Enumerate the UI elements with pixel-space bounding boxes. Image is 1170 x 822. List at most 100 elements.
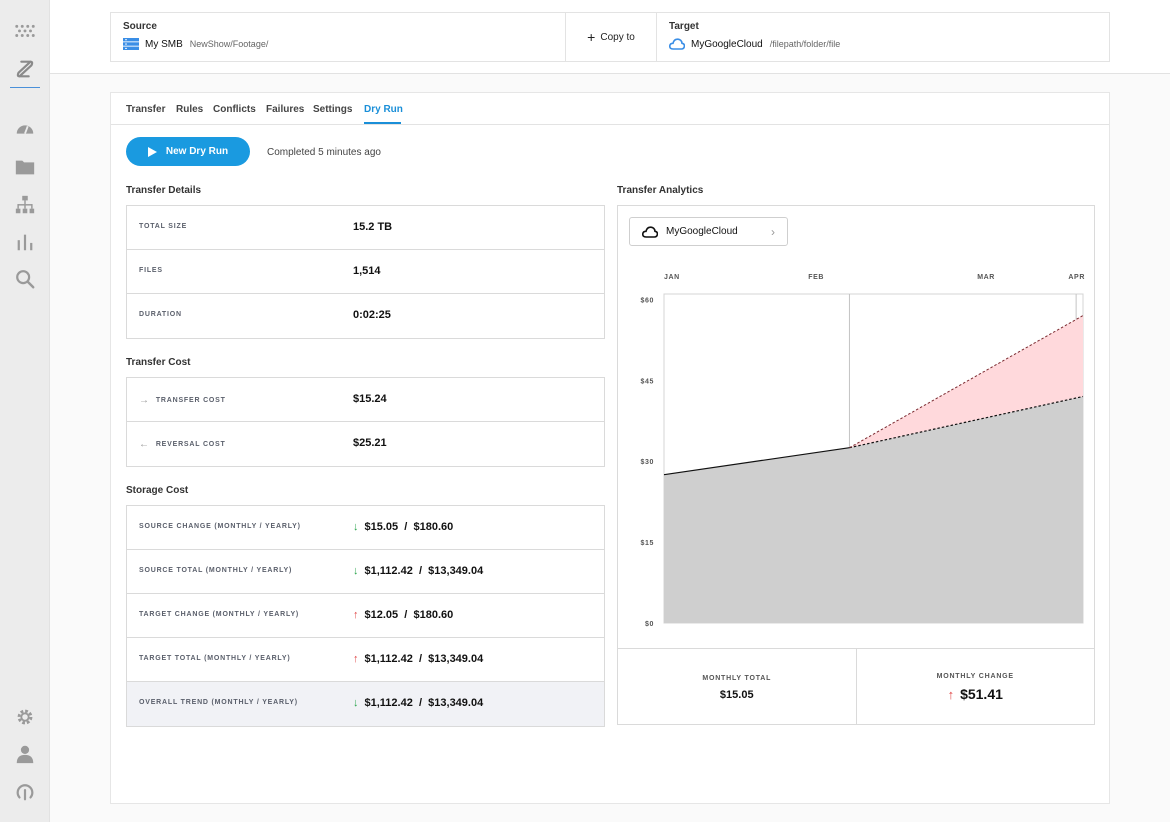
- logo-dots-icon[interactable]: [13, 18, 37, 42]
- row-value: 1,514: [353, 265, 381, 277]
- value-separator: /: [418, 565, 423, 577]
- table-row: TARGET TOTAL (MONTHLY / YEARLY) ↑ $1,112.…: [127, 638, 604, 682]
- analytics-card: MyGoogleCloud › JAN FEB MAR APR $60 $45 $30 $1…: [617, 205, 1095, 725]
- yearly-value: $13,349.04: [428, 697, 484, 709]
- selected-target-name: MyGoogleCloud: [666, 226, 738, 237]
- source-label: Source: [123, 21, 157, 32]
- storage-cost-table: SOURCE CHANGE (MONTHLY / YEARLY) ↓ $15.05…: [126, 505, 605, 727]
- dashboard-gauge-icon[interactable]: [13, 117, 37, 141]
- table-row: OVERALL TREND (MONTHLY / YEARLY) ↓ $1,112…: [127, 682, 604, 726]
- tab-dry-run[interactable]: Dry Run: [364, 104, 403, 115]
- yearly-value: $13,349.04: [428, 565, 484, 577]
- actual-cost-line: [663, 447, 850, 476]
- smb-server-icon: [123, 38, 139, 50]
- tab-conflicts[interactable]: Conflicts: [213, 104, 256, 115]
- source-path: NewShow/Footage/: [189, 39, 269, 49]
- chevron-right-icon: ›: [771, 225, 775, 239]
- row-key: DURATION: [139, 311, 182, 318]
- active-tab-indicator: [364, 122, 401, 124]
- arrow-down-icon: ↓: [353, 697, 359, 709]
- target-path: /filepath/folder/file: [769, 39, 841, 49]
- row-key: TOTAL SIZE: [139, 223, 188, 230]
- value-separator: /: [418, 653, 423, 665]
- row-value: $15.24: [353, 393, 387, 405]
- target-section[interactable]: Target MyGoogleCloud /filepath/folder/fi…: [657, 13, 1109, 61]
- target-label: Target: [669, 21, 699, 32]
- monthly-change-value: $51.41: [960, 686, 1003, 702]
- play-icon: [147, 146, 157, 157]
- monthly-total-label: MONTHLY TOTAL: [702, 675, 772, 682]
- value-separator: /: [404, 521, 408, 533]
- copy-to-label: Copy to: [600, 31, 635, 43]
- arrow-left-icon: ←: [139, 439, 150, 450]
- x-tick-label: JAN: [664, 274, 680, 281]
- row-key: SOURCE TOTAL (MONTHLY / YEARLY): [139, 567, 293, 574]
- target-name: MyGoogleCloud: [691, 38, 763, 50]
- source-target-bar: Source My SMB NewShow/Footage/ + Copy to…: [110, 12, 1110, 62]
- monthly-value: $1,112.42: [364, 653, 413, 665]
- transfer-cost-table: → TRANSFER COST $15.24 ← REVERSAL COST $25…: [126, 377, 605, 467]
- user-icon[interactable]: [13, 742, 37, 766]
- hierarchy-icon[interactable]: [13, 193, 37, 217]
- row-key: OVERALL TREND (MONTHLY / YEARLY): [139, 699, 298, 706]
- transfer-app-icon[interactable]: [13, 57, 37, 81]
- row-key: SOURCE CHANGE (MONTHLY / YEARLY): [139, 523, 301, 530]
- y-tick-label: $45: [641, 378, 654, 385]
- new-dry-run-button[interactable]: New Dry Run: [126, 137, 250, 166]
- folder-icon[interactable]: [13, 155, 37, 179]
- arrow-up-icon: ↑: [353, 653, 359, 665]
- dry-run-status: Completed 5 minutes ago: [267, 147, 381, 158]
- storage-cost-title: Storage Cost: [126, 485, 189, 496]
- yearly-value: $180.60: [413, 521, 454, 533]
- yearly-value: $180.60: [413, 609, 454, 621]
- monthly-change-label: MONTHLY CHANGE: [936, 673, 1014, 680]
- tab-rules[interactable]: Rules: [176, 104, 204, 115]
- x-tick-label: MAR: [977, 274, 995, 281]
- monthly-value: $15.05: [364, 521, 399, 533]
- target-selector[interactable]: MyGoogleCloud ›: [629, 217, 788, 246]
- y-tick-label: $30: [641, 459, 654, 466]
- transfer-details-title: Transfer Details: [126, 185, 202, 196]
- monthly-value: $12.05: [364, 609, 399, 621]
- projection-area: [849, 315, 1083, 448]
- copy-to-button[interactable]: + Copy to: [566, 13, 657, 61]
- bar-chart-icon[interactable]: [13, 230, 37, 254]
- transfer-cost-title: Transfer Cost: [126, 357, 191, 368]
- tab-bar: Transfer Rules Conflicts Failures Settin…: [111, 93, 1109, 125]
- transfer-details-table: TOTAL SIZE 15.2 TB FILES 1,514 DURATION …: [126, 205, 605, 339]
- tab-settings[interactable]: Settings: [313, 104, 353, 115]
- row-key: FILES: [139, 267, 163, 274]
- sidebar: [0, 0, 50, 822]
- gear-icon[interactable]: [13, 705, 37, 729]
- table-row: SOURCE TOTAL (MONTHLY / YEARLY) ↓ $1,112.…: [127, 550, 604, 594]
- row-key: TARGET TOTAL (MONTHLY / YEARLY): [139, 655, 291, 662]
- cloud-icon: [642, 225, 658, 238]
- arrow-up-icon: ↑: [353, 609, 359, 621]
- table-row: SOURCE CHANGE (MONTHLY / YEARLY) ↓ $15.05…: [127, 506, 604, 550]
- row-value: 15.2 TB: [353, 221, 393, 233]
- monthly-total-value: $15.05: [719, 689, 754, 701]
- x-tick-label: FEB: [808, 274, 824, 281]
- transfer-analytics-title: Transfer Analytics: [617, 185, 704, 196]
- power-icon[interactable]: [13, 779, 37, 803]
- x-tick-label: APR: [1068, 274, 1085, 281]
- arrow-down-icon: ↓: [353, 521, 359, 533]
- tab-transfer[interactable]: Transfer: [126, 104, 166, 115]
- y-tick-label: $60: [641, 297, 654, 304]
- row-value: 0:02:25: [353, 309, 391, 321]
- source-section[interactable]: Source My SMB NewShow/Footage/: [111, 13, 566, 61]
- monthly-change-card: MONTHLY CHANGE ↑ $51.41: [855, 649, 1095, 724]
- search-icon[interactable]: [13, 267, 37, 291]
- sidebar-divider: [10, 87, 40, 88]
- table-row: TARGET CHANGE (MONTHLY / YEARLY) ↑ $12.05…: [127, 594, 604, 638]
- table-row: ← REVERSAL COST $25.21: [127, 422, 604, 466]
- cost-area: [664, 396, 1083, 623]
- value-separator: /: [418, 697, 423, 709]
- monthly-total-card: MONTHLY TOTAL $15.05: [618, 649, 856, 724]
- row-key: TARGET CHANGE (MONTHLY / YEARLY): [139, 611, 300, 618]
- tab-failures[interactable]: Failures: [266, 104, 305, 115]
- row-value: $25.21: [353, 437, 387, 449]
- yearly-value: $13,349.04: [428, 653, 484, 665]
- table-row: TOTAL SIZE 15.2 TB: [127, 206, 604, 250]
- monthly-value: $1,112.42: [364, 697, 413, 709]
